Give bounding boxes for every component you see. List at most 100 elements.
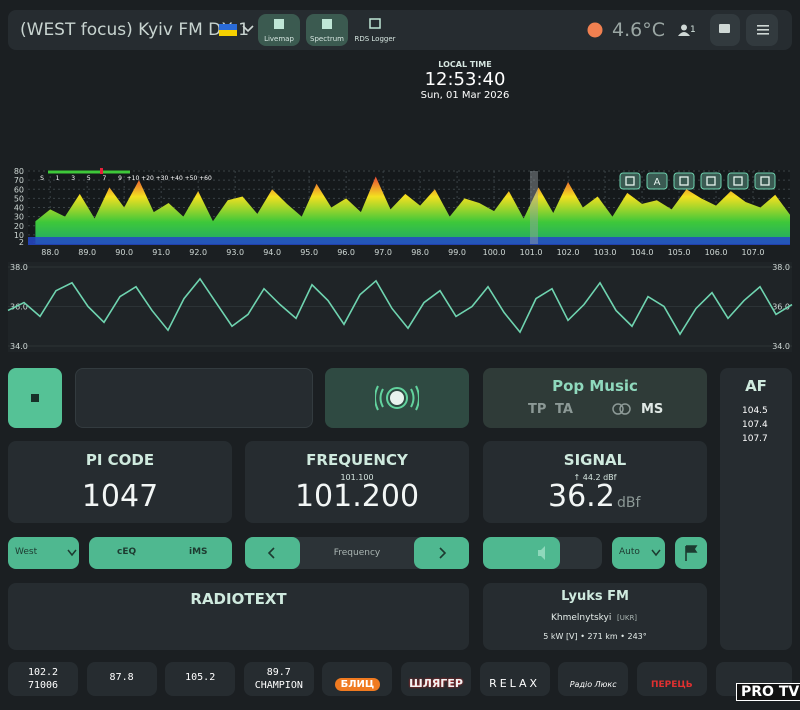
watermark: PRO TV [736, 683, 800, 701]
station-title: (WEST focus) Kyiv FM DX 1 [20, 20, 249, 40]
preset-freq: 89.7 [244, 667, 314, 678]
preset-logo-box: ПЕРЕЦЬ [637, 672, 707, 691]
smeter-peak [100, 168, 103, 174]
y-tick-label: 34.0 [10, 342, 28, 351]
preset-logo: БЛИЦ [335, 678, 381, 691]
x-tick-label: 94.0 [263, 248, 281, 257]
nav-label[interactable]: RDS Logger [352, 35, 398, 43]
x-tick-label: 89.0 [78, 248, 96, 257]
preset[interactable]: 87.8 [87, 662, 157, 696]
spectrum-button-label: A [654, 177, 661, 188]
tp-flag: TP [528, 402, 546, 417]
af-item[interactable]: 107.7 [742, 434, 768, 444]
smeter-label: 7 [102, 175, 106, 182]
preset-logo: Радіо Люкс [570, 680, 617, 689]
smeter-label: 9 [118, 175, 122, 182]
station-itu: [UKR] [617, 614, 637, 622]
stop-button[interactable] [8, 368, 62, 428]
ms-flag: MS [641, 402, 663, 417]
temperature: 4.6°C [612, 19, 665, 41]
users-count: 1 [690, 25, 696, 35]
preset-logo-box: Радіо Люкс [558, 672, 628, 691]
empty-panel [75, 368, 313, 428]
pi-value: 1047 [8, 479, 232, 514]
preset[interactable]: ШЛЯГЕР [401, 662, 471, 696]
chevron[interactable] [242, 25, 254, 33]
ta-flag: TA [555, 402, 573, 417]
smeter-label: 3 [71, 175, 75, 182]
preset[interactable]: БЛИЦ [322, 662, 392, 696]
pi-label: PI CODE [8, 451, 232, 469]
x-tick-label: 103.0 [594, 248, 617, 257]
clock-time: 12:53:40 [400, 69, 530, 90]
x-tick-label: 92.0 [189, 248, 207, 257]
clock-date: Sun, 01 Mar 2026 [400, 90, 530, 101]
spectrum-button[interactable] [620, 173, 640, 189]
station-details: 5 kW [V] • 271 km • 243° [483, 632, 707, 641]
stop-icon [31, 394, 39, 402]
flag [219, 24, 237, 36]
x-tick-label: 100.0 [483, 248, 506, 257]
preset-freq: 87.8 [87, 672, 157, 683]
preset[interactable]: ПЕРЕЦЬ [637, 662, 707, 696]
smeter-label: +30 [156, 175, 169, 182]
preset-logo-box: RELAX [480, 672, 550, 691]
preset[interactable]: 89.7 CHAMPION [244, 662, 314, 696]
tuned-marker [530, 171, 538, 244]
signal-unit: dBf [617, 495, 640, 511]
control-icons [0, 537, 800, 569]
x-tick-label: 90.0 [115, 248, 133, 257]
smeter-label: +60 [199, 175, 212, 182]
preset-logo-box: БЛИЦ [322, 672, 392, 691]
x-tick-label: 95.0 [300, 248, 318, 257]
y-tick-label: 60 [14, 185, 24, 194]
x-tick-label: 93.0 [226, 248, 244, 257]
frequency-label: FREQUENCY [245, 451, 469, 469]
x-tick-label: 107.0 [742, 248, 765, 257]
signal-label: SIGNAL [483, 451, 707, 469]
nav-label: Livemap [258, 35, 300, 43]
y-tick-label: 30 [14, 213, 24, 222]
preset-freq: 102.2 [8, 667, 78, 678]
preset[interactable]: RELAX [480, 662, 550, 696]
preset-logo: ШЛЯГЕР [409, 677, 463, 690]
af-item[interactable]: 107.4 [742, 420, 768, 430]
status-dot [587, 22, 603, 38]
x-tick-label: 97.0 [374, 248, 392, 257]
x-tick-label: 99.0 [448, 248, 466, 257]
pty: Pop Music [483, 377, 707, 395]
x-tick-label: 88.0 [41, 248, 59, 257]
smeter-label: 5 [87, 175, 91, 182]
rds-icon [375, 383, 419, 413]
y-tick-label: 38.0 [10, 263, 28, 272]
preset-logo: RELAX [489, 677, 540, 690]
smeter-label: +10 [127, 175, 140, 182]
spectrum-button[interactable] [674, 173, 694, 189]
y-tick-label: 40 [14, 204, 24, 213]
frequency-value: 101.200 [245, 479, 469, 514]
af-item[interactable]: 104.5 [742, 406, 768, 416]
preset-name: CHAMPION [244, 680, 314, 691]
smeter-label: +50 [185, 175, 198, 182]
station-city: Khmelnytskyi [551, 613, 611, 623]
x-tick-label: 102.0 [557, 248, 580, 257]
spectrum-button[interactable] [701, 173, 721, 189]
rds-indicator [325, 368, 469, 428]
preset[interactable]: 105.2 [165, 662, 235, 696]
signal-value: 36.2 [548, 479, 615, 514]
users-icon [678, 24, 690, 36]
clock-label: LOCAL TIME [400, 60, 530, 69]
y-tick-label: 2 [19, 238, 24, 247]
baseline-band [28, 237, 790, 245]
preset-logo-box: ШЛЯГЕР [401, 672, 471, 691]
preset-logo: ПЕРЕЦЬ [651, 680, 693, 690]
x-tick-label: 104.0 [631, 248, 654, 257]
preset[interactable]: 102.2 71006 [8, 662, 78, 696]
spectrum-button[interactable] [728, 173, 748, 189]
smeter-label: S [40, 175, 44, 182]
preset-pi: 71006 [8, 680, 78, 691]
spectrum-button[interactable] [755, 173, 775, 189]
y-tick-label: 38.0 [772, 263, 790, 272]
af-title: AF [720, 377, 792, 395]
preset[interactable]: Радіо Люкс [558, 662, 628, 696]
